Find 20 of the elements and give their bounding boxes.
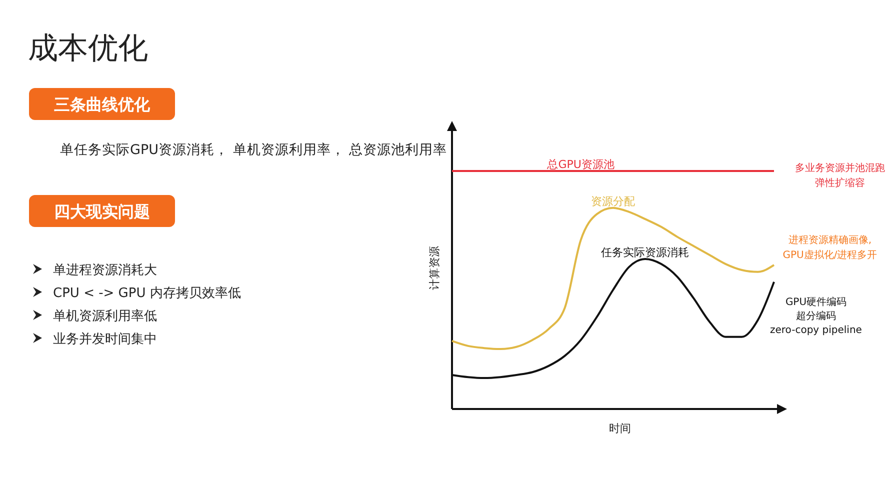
text: GPU虚拟化/进程多开 xyxy=(782,249,878,261)
y-axis-title: 计算资源 xyxy=(428,246,441,290)
text: 多业务资源并池混跑 xyxy=(795,162,885,174)
series-label: 任务实际资源消耗 xyxy=(600,246,690,260)
text: 三条曲线优化 xyxy=(54,95,151,114)
text: CPU < -> GPU 内存拷贝效率低 xyxy=(53,285,241,301)
text: 四大现实问题 xyxy=(54,202,150,221)
annotation: zero-copy pipeline xyxy=(770,325,862,336)
text: 单机资源利用率低 xyxy=(53,308,157,324)
text: 弹性扩缩容 xyxy=(815,177,865,189)
text: GPU硬件编码 xyxy=(785,296,847,308)
text: 单任务实际GPU资源消耗， 单机资源利用率， 总资源池利用率 xyxy=(60,142,448,158)
text: 超分编码 xyxy=(796,310,836,322)
text: 成本优化 xyxy=(28,31,148,66)
text: 进程资源精确画像, xyxy=(788,234,872,246)
text: 单进程资源消耗大 xyxy=(53,263,157,278)
series-label: 总GPU资源池 xyxy=(546,158,614,171)
text: 业务并发时间集中 xyxy=(53,332,157,347)
x-axis-title: 时间 xyxy=(609,422,631,435)
series-label: 资源分配 xyxy=(591,194,635,208)
